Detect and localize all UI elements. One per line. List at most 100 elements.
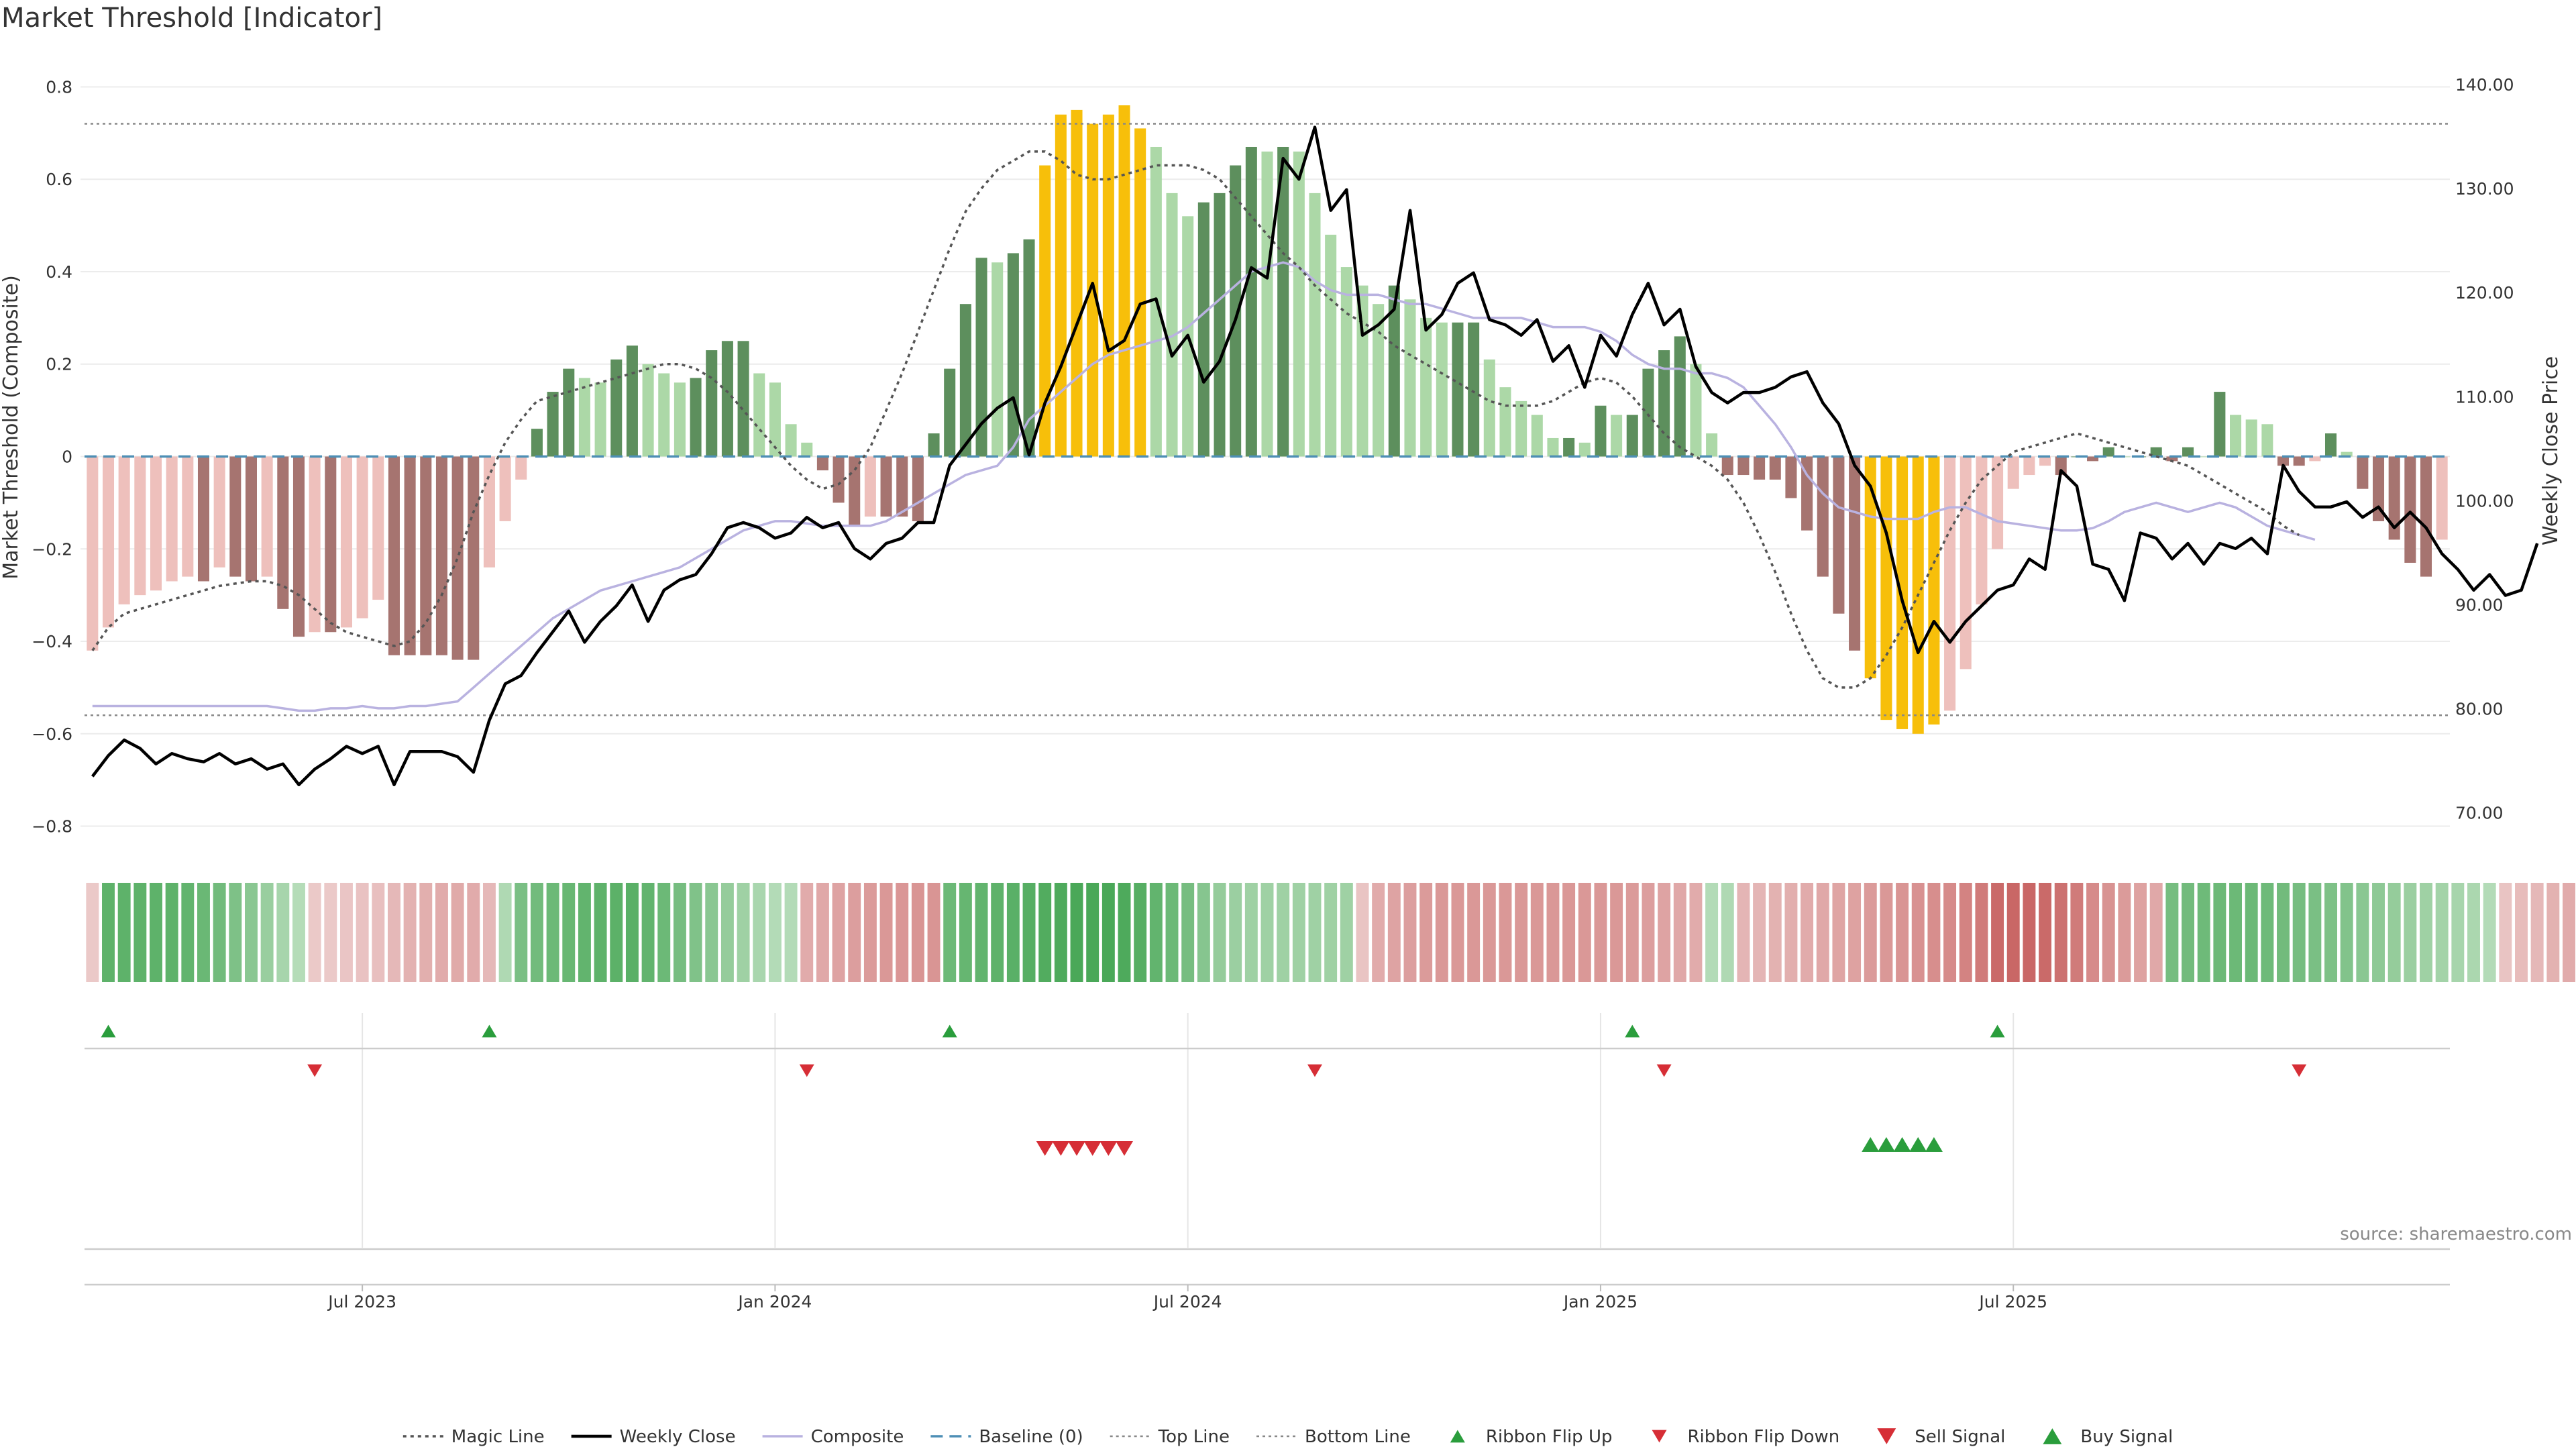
ribbon-cell: [1213, 883, 1226, 982]
ribbon-cell: [863, 883, 877, 982]
right-tick-label: 130.00: [2455, 179, 2514, 199]
ribbon-cell: [1372, 883, 1385, 982]
ribbon-cell: [959, 883, 972, 982]
threshold-bar: [102, 456, 115, 628]
ribbon-cell: [1562, 883, 1576, 982]
threshold-bar: [277, 456, 289, 609]
ribbon-cell: [927, 883, 941, 982]
ribbon-cell: [451, 883, 464, 982]
threshold-bar: [1055, 114, 1067, 457]
legend-item: Magic Line: [402, 1427, 545, 1447]
triangle-up-icon: [2043, 1428, 2062, 1444]
ribbon-cell: [1229, 883, 1242, 982]
ribbon-cell: [1658, 883, 1671, 982]
ribbon-cell: [832, 883, 845, 982]
ribbon-cell: [197, 883, 210, 982]
threshold-bar: [769, 382, 781, 457]
legend-label: Buy Signal: [2080, 1427, 2173, 1447]
right-tick-label: 70.00: [2455, 804, 2504, 823]
threshold-bar: [1595, 405, 1607, 457]
left-tick-label: 0.6: [46, 170, 72, 189]
buy-signal-marker: [1925, 1136, 1943, 1152]
ribbon-cell: [2070, 883, 2084, 982]
legend-item: Weekly Close: [571, 1427, 736, 1447]
threshold-bar: [1277, 146, 1289, 457]
threshold-bar: [1483, 359, 1495, 457]
ribbon-flip-up-marker: [101, 1024, 116, 1038]
ribbon-cell: [1642, 883, 1655, 982]
threshold-bar: [1642, 368, 1654, 457]
threshold-bar: [2023, 456, 2035, 476]
ribbon-cell: [1197, 883, 1210, 982]
ribbon-cell: [1832, 883, 1845, 982]
ribbon-cell: [1801, 883, 1814, 982]
threshold-bar: [1261, 151, 1273, 457]
threshold-bar: [1563, 437, 1575, 457]
threshold-bar: [451, 456, 464, 660]
ribbon-cell: [2356, 883, 2369, 982]
ribbon-cell: [276, 883, 290, 982]
threshold-bar: [388, 456, 400, 655]
threshold-bar: [563, 368, 575, 457]
ribbon-cell: [498, 883, 512, 982]
ribbon-cell: [1118, 883, 1131, 982]
threshold-bar: [118, 456, 130, 604]
threshold-bar: [880, 456, 892, 517]
threshold-bar: [1373, 304, 1385, 457]
threshold-bar: [1452, 322, 1464, 457]
right-axis-label: Weekly Close Price: [2539, 356, 2563, 545]
x-tick-label: Jul 2024: [1152, 1292, 1222, 1311]
sell-signal-marker: [1036, 1140, 1054, 1157]
ribbon-cell: [720, 883, 734, 982]
ribbon-cell: [133, 883, 147, 982]
ribbon-cell: [403, 883, 417, 982]
ribbon-cell: [1959, 883, 1972, 982]
threshold-bar: [737, 341, 749, 457]
ribbon-cell: [165, 883, 178, 982]
ribbon-cell: [1610, 883, 1623, 982]
threshold-bar: [1102, 114, 1114, 457]
ribbon-cell: [1403, 883, 1417, 982]
threshold-bar: [1230, 165, 1242, 457]
threshold-bar: [292, 456, 305, 637]
ribbon-cell: [1991, 883, 2004, 982]
ribbon-cell: [2467, 883, 2480, 982]
threshold-bar: [928, 433, 940, 457]
ribbon-cell: [1880, 883, 1893, 982]
threshold-bar: [435, 456, 447, 655]
threshold-bar: [1214, 193, 1226, 457]
threshold-bar: [1166, 193, 1178, 457]
ribbon-cell: [1911, 883, 1925, 982]
threshold-bar: [1976, 456, 1988, 604]
threshold-bar: [1547, 437, 1559, 457]
threshold-bar: [1960, 456, 1972, 669]
ribbon-cell: [1038, 883, 1052, 982]
ribbon-cell: [1848, 883, 1862, 982]
ribbon-cell: [848, 883, 861, 982]
ribbon-cell: [387, 883, 400, 982]
sell-signal-marker: [1099, 1140, 1118, 1157]
ribbon-cell: [1181, 883, 1195, 982]
threshold-bar: [1817, 456, 1829, 577]
threshold-bar: [2055, 456, 2067, 476]
threshold-bar: [706, 350, 718, 457]
threshold-bar: [309, 456, 321, 633]
threshold-bar: [2245, 419, 2257, 457]
ribbon-cell: [2197, 883, 2210, 982]
threshold-bar: [2102, 447, 2114, 457]
ribbon-cell: [482, 883, 496, 982]
left-tick-label: −0.2: [32, 539, 72, 559]
threshold-bar: [261, 456, 273, 577]
ribbon-cell: [435, 883, 448, 982]
ribbon-cell: [2261, 883, 2274, 982]
ribbon-cell: [657, 883, 671, 982]
legend-item: Ribbon Flip Down: [1652, 1427, 1839, 1447]
threshold-bar: [182, 456, 194, 577]
threshold-bar: [833, 456, 845, 503]
threshold-bar: [197, 456, 210, 582]
signal-panels: [85, 1024, 2450, 1286]
ribbon-flip-up-marker: [482, 1024, 497, 1038]
ribbon-cell: [1721, 883, 1734, 982]
x-tick-label: Jan 2024: [737, 1292, 812, 1311]
threshold-bar: [1833, 456, 1845, 614]
